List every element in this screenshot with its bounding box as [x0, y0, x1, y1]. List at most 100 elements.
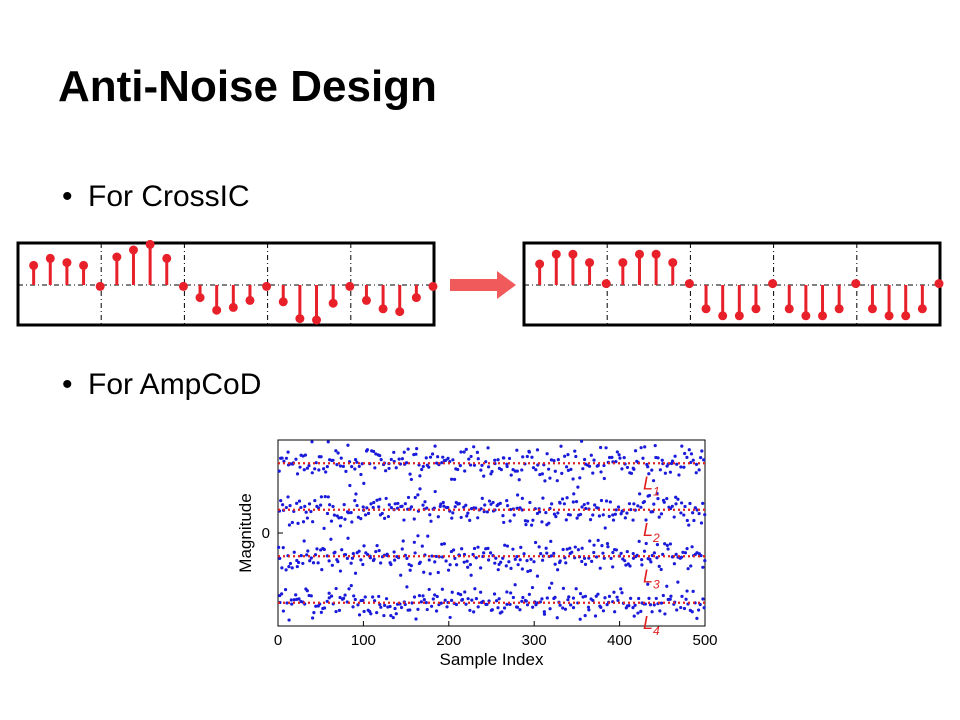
- data-point: [439, 502, 443, 506]
- data-point: [340, 548, 344, 552]
- data-point: [353, 597, 357, 602]
- data-point: [677, 473, 681, 477]
- data-point: [409, 505, 414, 509]
- data-point: [440, 587, 444, 591]
- data-point: [570, 550, 574, 554]
- data-point: [549, 539, 553, 543]
- data-point: [652, 502, 656, 506]
- data-point: [431, 597, 435, 601]
- data-point: [281, 609, 286, 613]
- data-point: [482, 551, 486, 555]
- data-point: [524, 599, 528, 603]
- data-point: [434, 554, 438, 559]
- data-point: [362, 544, 366, 548]
- data-point: [701, 565, 705, 569]
- x-tick-label: 300: [522, 632, 547, 649]
- data-point: [581, 467, 585, 471]
- data-point: [361, 505, 365, 509]
- data-point: [326, 440, 330, 444]
- data-point: [373, 466, 377, 470]
- data-point: [334, 609, 338, 614]
- data-point: [505, 590, 509, 594]
- data-point: [502, 606, 507, 610]
- data-point: [603, 596, 607, 600]
- data-point: [334, 449, 338, 453]
- data-point: [547, 521, 551, 525]
- stem-dot: [295, 314, 305, 324]
- data-point: [280, 592, 284, 596]
- data-point: [288, 561, 293, 566]
- data-point: [631, 518, 635, 522]
- data-point: [680, 594, 684, 598]
- data-point: [295, 564, 299, 569]
- data-point: [309, 556, 313, 560]
- data-point: [473, 587, 477, 591]
- data-point: [288, 504, 292, 508]
- bullet-text: For CrossIC: [88, 180, 250, 213]
- data-point: [623, 516, 627, 520]
- data-point: [504, 564, 508, 568]
- data-point: [336, 560, 340, 564]
- data-point: [542, 612, 547, 616]
- data-point: [287, 523, 292, 527]
- data-point: [279, 499, 283, 503]
- data-point: [531, 518, 535, 522]
- data-point: [319, 610, 323, 614]
- data-point: [616, 505, 621, 509]
- data-point: [525, 559, 529, 563]
- data-point: [331, 504, 335, 509]
- data-point: [374, 549, 378, 554]
- data-point: [338, 464, 343, 468]
- data-point: [405, 556, 409, 560]
- data-point: [631, 551, 635, 556]
- data-point: [466, 565, 470, 569]
- data-point: [668, 597, 672, 601]
- data-point: [479, 590, 483, 594]
- stem-dot: [145, 239, 155, 249]
- data-point: [569, 467, 573, 471]
- data-point: [542, 610, 546, 614]
- data-point: [496, 458, 500, 462]
- data-point: [350, 520, 354, 524]
- data-point: [654, 596, 658, 601]
- data-point: [297, 499, 302, 503]
- data-point: [373, 599, 377, 603]
- data-point: [353, 571, 358, 575]
- data-point: [558, 603, 562, 607]
- data-point: [313, 498, 317, 503]
- data-point: [487, 499, 492, 503]
- data-point: [440, 542, 444, 546]
- data-point: [553, 469, 557, 473]
- data-point: [418, 487, 422, 491]
- data-point: [377, 594, 381, 599]
- data-point: [652, 551, 656, 555]
- data-point: [474, 597, 479, 601]
- data-point: [393, 606, 397, 611]
- data-point: [683, 451, 687, 456]
- data-point: [459, 450, 463, 454]
- data-point: [339, 515, 343, 520]
- data-point: [647, 472, 651, 476]
- data-point: [459, 593, 463, 597]
- data-point: [392, 450, 396, 454]
- slide-title: Anti-Noise Design: [58, 62, 437, 111]
- data-point: [365, 506, 369, 510]
- data-point: [591, 513, 595, 517]
- data-point: [423, 500, 427, 504]
- data-point: [338, 569, 343, 573]
- data-point: [305, 516, 309, 520]
- data-point: [314, 604, 318, 608]
- data-point: [627, 604, 631, 608]
- data-point: [371, 505, 375, 510]
- data-point: [425, 506, 429, 510]
- data-point: [617, 453, 621, 457]
- data-point: [571, 596, 576, 600]
- data-point: [601, 513, 605, 517]
- data-point: [380, 511, 384, 516]
- stem-dot: [95, 281, 105, 291]
- stem-dot: [178, 281, 188, 291]
- data-point: [624, 563, 628, 567]
- data-point: [566, 598, 570, 602]
- data-point: [325, 465, 329, 469]
- data-point: [475, 450, 479, 455]
